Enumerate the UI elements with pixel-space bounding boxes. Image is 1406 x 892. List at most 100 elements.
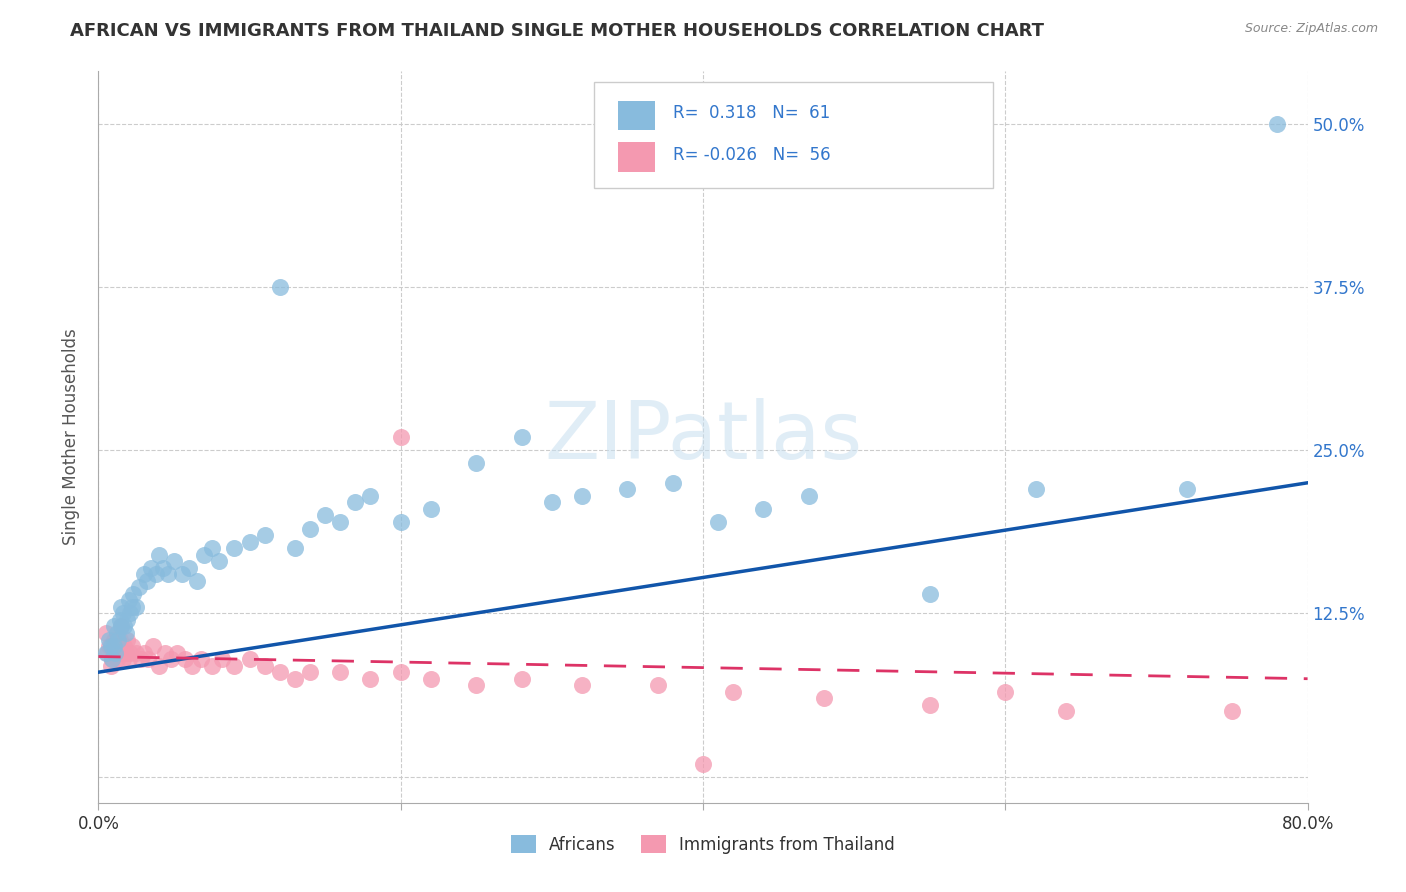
Point (110, 599, 132, 614)
Point (125, 646, 148, 660)
Point (692, 756, 714, 771)
Point (181, 658, 204, 673)
Point (647, 678, 669, 692)
Point (114, 646, 136, 660)
Point (299, 521, 322, 535)
Point (112, 639, 135, 653)
Y-axis label: Single Mother Households: Single Mother Households (62, 329, 80, 545)
Text: R= -0.026   N=  56: R= -0.026 N= 56 (672, 146, 831, 164)
Point (129, 652, 152, 666)
Bar (619, 101, 655, 130)
Point (179, 560, 201, 574)
Point (141, 560, 163, 574)
Point (111, 652, 134, 666)
Point (797, 489, 820, 503)
Point (142, 639, 165, 653)
Point (284, 541, 307, 555)
Point (389, 515, 412, 529)
Point (360, 489, 382, 503)
Point (540, 495, 562, 509)
Point (1024, 483, 1046, 497)
Point (128, 580, 150, 594)
Point (329, 665, 352, 680)
Point (132, 567, 155, 582)
Point (224, 541, 246, 555)
Point (110, 619, 132, 633)
Point (107, 632, 129, 647)
Point (145, 567, 167, 582)
Point (994, 685, 1017, 699)
Point (160, 652, 183, 666)
Point (918, 698, 941, 712)
Point (98, 632, 121, 647)
FancyBboxPatch shape (595, 82, 993, 188)
Point (120, 607, 142, 621)
Bar (619, 143, 655, 171)
Point (94, 646, 117, 660)
Point (253, 658, 276, 673)
Point (101, 652, 124, 666)
Point (616, 483, 638, 497)
Point (253, 528, 276, 542)
Point (108, 613, 131, 627)
Point (360, 672, 382, 686)
Point (98, 639, 121, 653)
Point (156, 567, 179, 582)
Point (120, 646, 142, 660)
Point (104, 646, 127, 660)
Point (571, 489, 593, 503)
Point (224, 658, 246, 673)
Point (707, 515, 730, 529)
Point (108, 632, 131, 647)
Point (170, 567, 193, 582)
Point (118, 652, 141, 666)
Point (1220, 705, 1243, 719)
Point (723, 685, 745, 699)
Point (125, 599, 148, 614)
Point (201, 541, 224, 555)
Point (918, 587, 941, 601)
Point (122, 587, 145, 601)
Point (101, 652, 124, 666)
Point (510, 430, 533, 444)
Point (186, 574, 208, 588)
Point (465, 678, 488, 692)
Point (389, 430, 412, 444)
Point (121, 639, 143, 653)
Point (193, 548, 215, 562)
Point (813, 691, 835, 706)
Point (329, 515, 352, 529)
Point (132, 646, 155, 660)
Text: ZIPatlas: ZIPatlas (544, 398, 862, 476)
Point (94, 626, 117, 640)
Point (1054, 705, 1077, 719)
Point (1267, 117, 1289, 131)
Point (314, 508, 336, 523)
Text: R=  0.318   N=  61: R= 0.318 N= 61 (672, 104, 830, 122)
Point (121, 599, 143, 614)
Point (1175, 483, 1198, 497)
Point (111, 607, 134, 621)
Point (299, 665, 322, 680)
Point (284, 672, 307, 686)
Point (105, 652, 128, 666)
Point (110, 619, 132, 633)
Point (148, 658, 170, 673)
Point (115, 632, 138, 647)
Text: AFRICAN VS IMMIGRANTS FROM THAILAND SINGLE MOTHER HOUSEHOLDS CORRELATION CHART: AFRICAN VS IMMIGRANTS FROM THAILAND SING… (70, 22, 1045, 40)
Point (239, 534, 262, 549)
Point (571, 678, 593, 692)
Point (118, 593, 141, 607)
Point (135, 574, 157, 588)
Point (96, 646, 118, 660)
Point (103, 646, 125, 660)
Point (103, 639, 125, 653)
Point (465, 456, 488, 470)
Point (239, 652, 262, 666)
Point (420, 502, 443, 516)
Point (103, 632, 125, 647)
Point (107, 639, 129, 653)
Point (208, 554, 231, 568)
Point (389, 665, 412, 680)
Point (344, 495, 367, 509)
